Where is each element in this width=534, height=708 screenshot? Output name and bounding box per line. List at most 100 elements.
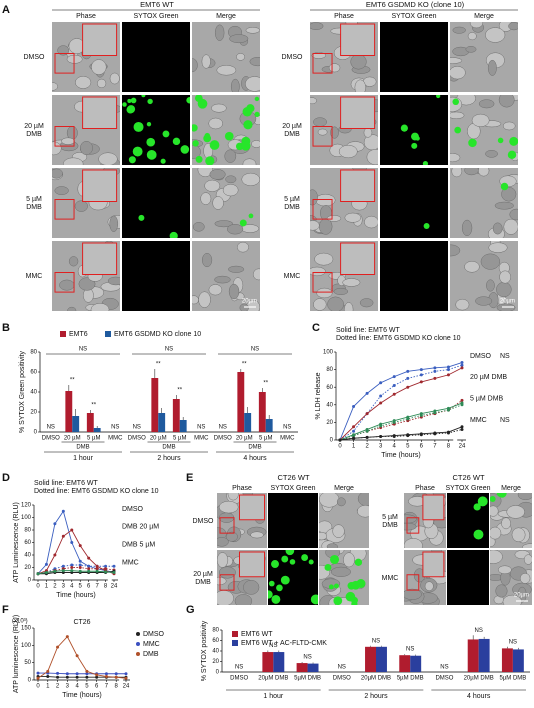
x-tick-label: DMSO [333,676,351,682]
data-point [70,569,74,573]
inset [82,96,118,129]
inset-box [54,126,75,147]
y-axis-label: ATP Luminescence (RLU) [13,502,20,583]
cell [509,208,518,221]
bar [512,649,524,672]
cell [502,121,516,131]
micrograph [404,550,446,605]
cell [52,82,58,91]
x-tick-label: 7 [105,684,109,690]
fluorescent-cell [507,150,517,160]
data-point [460,398,464,402]
x-tick-label: 5 µM [173,436,186,442]
group-label: 1 hour [263,693,284,700]
fluorescent-cell [243,120,253,130]
cell [218,566,236,579]
cell [313,298,327,311]
group-title: CT26 WT [452,473,485,482]
y-tick-label: 60 [30,370,37,376]
micrograph [268,493,318,548]
data-point [87,567,91,571]
x-tick-label: 7 [95,584,99,590]
fluorescent-cell [351,580,361,590]
cell [249,56,260,67]
data-point [392,383,396,387]
fluorescent-cell [468,138,477,148]
data-point [365,429,369,433]
fluorescent-cell [127,98,132,103]
significance: ** [242,362,247,368]
cell [208,284,223,296]
row-label: DMB [284,131,300,138]
cell [336,497,346,507]
x-tick-label: 5 [79,584,83,590]
significance: NS [283,425,291,431]
legend-label: DMSO [143,631,165,638]
cell [197,168,214,177]
legend-label: EMT6 [69,331,88,338]
x-tick-label: DMSO [230,676,248,682]
data-point [44,571,48,574]
panel-label: E [186,472,193,484]
y-tick-label: 80 [30,350,37,356]
data-point [114,672,118,676]
row-label: DMB [382,522,398,529]
legend-label: DMB [143,651,159,658]
group-title: EMT6 WT [140,0,174,9]
cell [506,505,525,519]
x-tick-label: 24 [123,684,130,690]
x-tick-label: 5 µM [259,436,272,442]
cell [478,168,490,177]
micrograph [192,168,260,238]
cell [464,168,479,176]
cell [333,287,349,295]
cell [250,531,264,539]
cell [522,543,532,548]
image-background [380,22,448,92]
cell [495,584,508,598]
data-point [70,563,74,567]
scale-label: 20µm [514,593,529,599]
cell [465,46,477,53]
cell [245,76,260,92]
data-point [61,534,65,538]
cell [310,220,320,231]
x-tick-label: 4 [75,684,79,690]
data-point [114,675,118,679]
row-label: DMSO [193,518,215,525]
data-point [46,675,50,679]
data-point [124,672,128,676]
series-line [339,426,463,441]
cell [496,281,512,298]
inset [422,494,445,521]
fluorescent-cell [490,496,496,502]
fluorescent-cell [477,496,488,507]
bar [93,428,101,432]
fluorescent-cell [160,158,166,164]
column-label: SYTOX Green [391,13,436,20]
data-point [365,412,369,416]
fluorescent-cell [133,121,144,132]
cell [328,63,341,73]
fluorescent-cell [132,146,143,157]
cell [54,186,69,196]
group-label: 4 hours [243,455,267,462]
panel-label: C [312,322,320,334]
data-point [352,429,356,433]
x-tick-label: 7 [433,444,437,450]
data-point [53,522,57,526]
data-point [61,569,65,573]
x-tick-label: 2 [365,444,369,450]
inset [239,551,265,578]
cell [469,22,484,29]
fluorescent-cell [147,98,153,105]
fluorescent-cell [280,575,290,585]
legend-marker [136,632,140,636]
data-point [365,391,369,395]
cell [227,493,239,501]
inset [422,551,445,578]
cell [319,493,340,508]
micrograph [122,22,190,92]
cell [226,224,244,235]
data-point [433,369,437,373]
